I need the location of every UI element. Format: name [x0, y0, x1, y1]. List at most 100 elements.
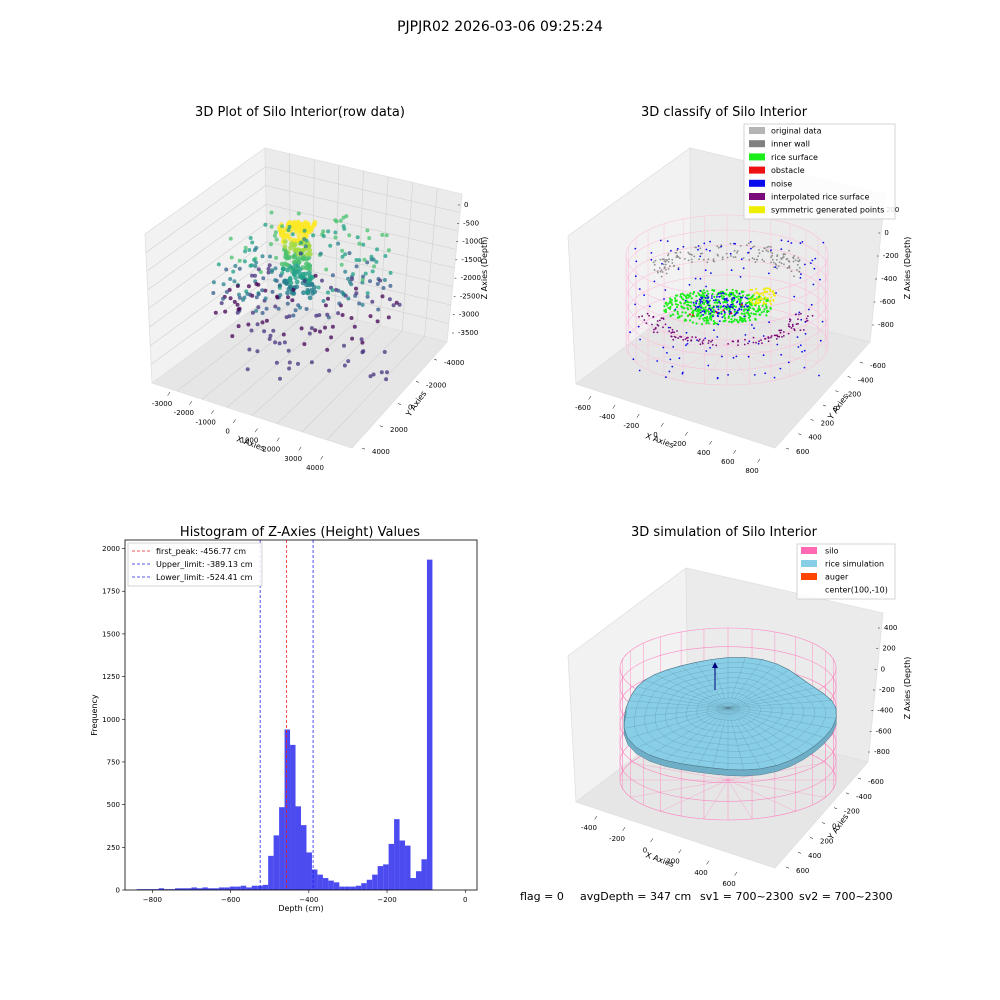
classify-point-rice — [704, 310, 708, 313]
raw-point — [357, 301, 362, 306]
classify-silo-spoke — [726, 344, 819, 363]
raw-point — [258, 270, 263, 275]
classify-point-interp — [710, 340, 712, 343]
histogram-bar — [262, 884, 269, 890]
classify-point-rice — [738, 319, 742, 322]
raw-point — [386, 248, 391, 253]
raw-point — [245, 291, 250, 296]
histogram-bar — [426, 559, 433, 890]
classify-point-noise — [699, 300, 702, 302]
classify-point-original — [758, 249, 760, 251]
simulation-y-tick-label: 200 — [820, 837, 833, 845]
classify-point-noise — [762, 335, 765, 337]
histogram-y-tick-label: 1500 — [102, 630, 120, 638]
classify-point-rice — [689, 292, 692, 295]
classify-point-noise — [796, 336, 799, 338]
classify-point-noise — [632, 358, 635, 361]
classify-point-rice — [728, 308, 731, 311]
classify-point-original — [798, 267, 801, 269]
raw-zlabel: Z Axies (Depth) — [480, 237, 489, 300]
classify-point-original — [667, 253, 670, 255]
classify-point-interp — [654, 327, 657, 329]
rice-surface-mesh — [654, 674, 729, 709]
panel-classify-title: 3D classify of Silo Interior — [641, 105, 808, 120]
classify-point-noise — [738, 292, 741, 295]
histogram-y-tick-label: 1250 — [102, 673, 120, 681]
classify-point-symmetric — [755, 288, 758, 290]
classify-point-interp — [711, 344, 714, 346]
classify-point-rice — [731, 288, 734, 291]
raw-point — [318, 329, 322, 334]
classify-point-original — [736, 251, 738, 254]
classify-point-noise — [703, 242, 706, 245]
raw-point — [256, 267, 261, 272]
simulation-z-tick-label: 0 — [881, 665, 885, 673]
raw-point — [242, 295, 247, 300]
raw-point — [285, 267, 290, 273]
raw-point — [299, 326, 304, 331]
panel-raw-data: 3D Plot of Silo Interior(row data) -3000… — [144, 105, 489, 472]
classify-silo-spoke — [726, 344, 750, 385]
classify-point-original — [753, 245, 756, 248]
classify-point-rice — [747, 316, 751, 319]
raw-point — [230, 334, 235, 339]
rice-surface-mesh — [667, 669, 729, 709]
raw-point — [286, 295, 290, 300]
simulation-legend-label: center(100,-10) — [825, 586, 888, 595]
simulation-z-tick-label: -200 — [879, 686, 895, 694]
raw-point — [228, 296, 233, 301]
classify-point-original — [798, 259, 801, 261]
classify-point-original — [770, 261, 772, 264]
simulation-x-tick-label: 600 — [722, 880, 735, 888]
classify-point-original — [775, 259, 778, 261]
histogram-bar — [410, 878, 416, 890]
classify-point-noise — [711, 295, 713, 297]
classify-point-interp — [752, 336, 755, 339]
raw-point — [329, 335, 334, 340]
classify-point-noise — [712, 299, 715, 302]
classify-point-original — [748, 258, 751, 261]
classify-point-noise — [699, 289, 702, 292]
classify-point-original — [720, 244, 723, 247]
classify-point-noise — [656, 360, 659, 362]
classify-point-noise — [797, 346, 800, 348]
classify-point-rice — [684, 311, 687, 314]
raw-point — [350, 336, 355, 341]
raw-point — [326, 296, 330, 301]
classify-point-rice — [732, 300, 735, 303]
simulation-y-tickmark — [797, 851, 802, 854]
raw-point — [282, 261, 288, 267]
classify-point-noise — [803, 366, 806, 369]
classify-point-symmetric — [768, 300, 771, 303]
classify-point-rice — [699, 315, 702, 318]
classify-point-original — [668, 258, 670, 261]
classify-point-original — [790, 270, 793, 273]
classify-point-original — [798, 260, 800, 263]
raw-point — [363, 271, 368, 276]
raw-point — [264, 306, 269, 311]
raw-point — [303, 244, 308, 249]
footer-sv2: sv2 = 700~2300 — [799, 890, 893, 903]
classify-point-interp — [651, 323, 653, 326]
classify-point-rice — [723, 307, 726, 310]
histogram-bar — [196, 888, 203, 890]
classify-point-noise — [659, 239, 662, 242]
classify-point-original — [660, 275, 663, 278]
raw-point — [308, 264, 312, 269]
classify-point-noise — [764, 372, 767, 375]
classify-point-original — [751, 246, 754, 249]
classify-point-rice — [671, 313, 675, 316]
classify-point-noise — [721, 355, 723, 358]
classify-point-interp — [747, 342, 749, 345]
classify-point-noise — [818, 374, 820, 377]
classify-silo-spoke — [726, 344, 791, 377]
simulation-legend-swatch — [801, 547, 817, 554]
classify-legend-box — [743, 123, 896, 220]
raw-point — [260, 254, 265, 259]
classify-point-rice — [669, 314, 672, 318]
classify-point-symmetric — [760, 292, 763, 295]
classify-point-symmetric — [752, 297, 754, 300]
classify-point-interp — [770, 335, 773, 337]
classify-point-original — [665, 272, 668, 275]
classify-legend-swatch — [749, 179, 765, 187]
